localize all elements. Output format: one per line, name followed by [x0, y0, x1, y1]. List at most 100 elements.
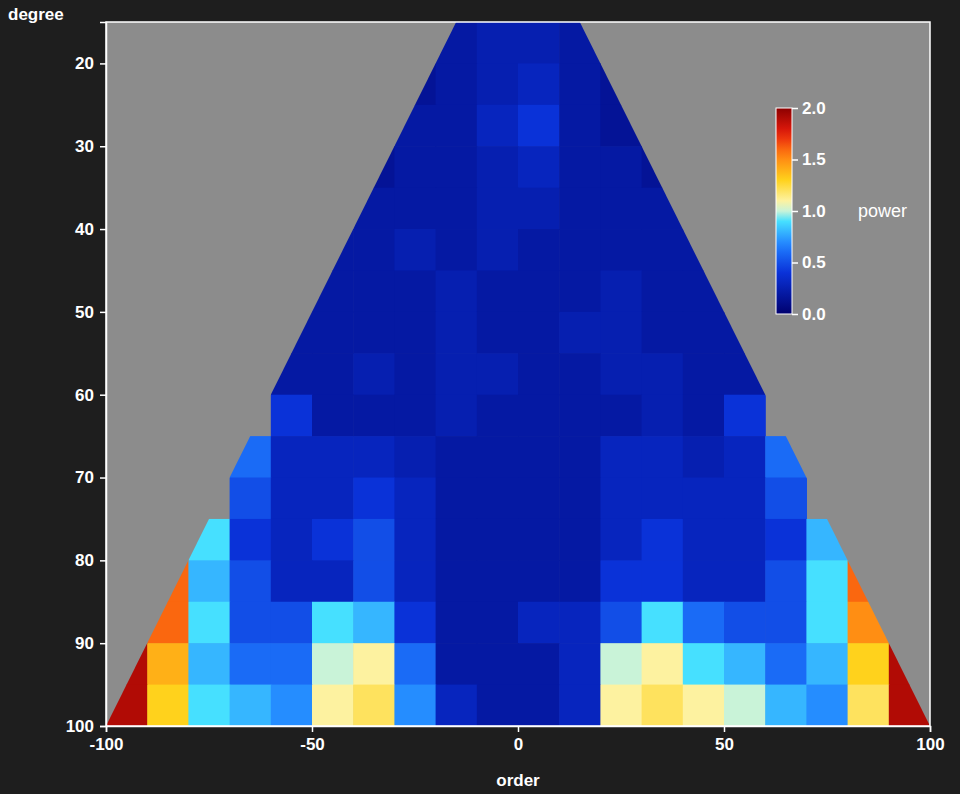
tick-mark	[312, 726, 314, 732]
cell	[642, 560, 684, 602]
colorbar	[776, 108, 792, 314]
cell	[312, 353, 354, 395]
cell	[312, 395, 354, 437]
cell	[518, 229, 560, 271]
cell	[436, 478, 478, 520]
cell	[188, 643, 230, 685]
tick: 70	[75, 468, 106, 487]
cell	[312, 436, 354, 478]
cell	[230, 602, 272, 644]
cell	[353, 602, 395, 644]
tick-mark	[100, 726, 106, 728]
cell	[147, 685, 189, 726]
cell	[600, 270, 642, 312]
cell	[436, 685, 478, 726]
cell	[436, 105, 478, 147]
cell	[353, 685, 395, 726]
tick: 60	[75, 386, 106, 405]
cell	[518, 146, 560, 188]
cell	[436, 146, 478, 188]
cell	[642, 229, 684, 271]
cell	[724, 685, 766, 726]
cell	[518, 105, 560, 147]
cell	[394, 312, 436, 354]
tick: -100	[89, 726, 123, 754]
cell	[600, 602, 642, 644]
cell	[353, 270, 395, 312]
cell	[353, 436, 395, 478]
cell	[394, 63, 436, 105]
cell	[436, 229, 478, 271]
cell	[353, 229, 395, 271]
cell	[724, 602, 766, 644]
cell	[271, 685, 313, 726]
cell	[436, 602, 478, 644]
cell	[436, 188, 478, 230]
tick-mark	[100, 394, 106, 396]
cell	[642, 519, 684, 561]
cell	[271, 643, 313, 685]
cell	[600, 63, 642, 105]
cell	[230, 478, 272, 520]
cell	[518, 519, 560, 561]
chart: -100-500501002030405060708090100orderdeg…	[0, 0, 960, 794]
cell	[436, 312, 478, 354]
cell	[642, 270, 684, 312]
cell	[889, 643, 930, 685]
cell	[848, 643, 890, 685]
cell	[724, 395, 766, 437]
tick-mark	[100, 560, 106, 562]
cell	[642, 353, 684, 395]
cell	[559, 436, 601, 478]
tick-mark	[100, 63, 106, 65]
cell	[518, 685, 560, 726]
tick-label: 50	[715, 735, 734, 754]
cell	[477, 22, 519, 64]
tick: 0.0	[792, 305, 826, 324]
tick-mark	[100, 229, 106, 231]
axis-line	[793, 109, 799, 315]
tick-label: 40	[75, 220, 94, 239]
cell	[394, 519, 436, 561]
cell	[353, 395, 395, 437]
cell	[642, 685, 684, 726]
cell	[683, 312, 725, 354]
cell	[106, 643, 148, 685]
cell	[436, 519, 478, 561]
cell	[600, 312, 642, 354]
cell	[271, 560, 313, 602]
tick-label: 90	[75, 634, 94, 653]
cell	[436, 395, 478, 437]
cell	[353, 353, 395, 395]
cell	[230, 643, 272, 685]
cell	[394, 602, 436, 644]
tick: 90	[75, 634, 106, 653]
cell	[394, 685, 436, 726]
cell	[477, 188, 519, 230]
cell	[806, 602, 848, 644]
cell	[312, 685, 354, 726]
cell	[889, 685, 930, 726]
cell	[353, 312, 395, 354]
cell	[436, 22, 478, 64]
cell	[559, 146, 601, 188]
cell	[477, 685, 519, 726]
cell	[436, 643, 478, 685]
cell	[559, 643, 601, 685]
cell	[436, 560, 478, 602]
cell	[765, 602, 807, 644]
tick-mark	[792, 108, 798, 110]
plot-area	[106, 22, 930, 726]
tick: 2.0	[792, 99, 826, 118]
cell	[642, 312, 684, 354]
cell	[271, 519, 313, 561]
tick: 100	[66, 717, 106, 736]
cell	[559, 229, 601, 271]
cell	[600, 146, 642, 188]
cell	[436, 436, 478, 478]
tick: -50	[300, 726, 325, 754]
cell	[477, 395, 519, 437]
cell	[312, 312, 354, 354]
cell	[188, 602, 230, 644]
colorbar-axis: 0.00.51.01.52.0	[792, 99, 826, 324]
